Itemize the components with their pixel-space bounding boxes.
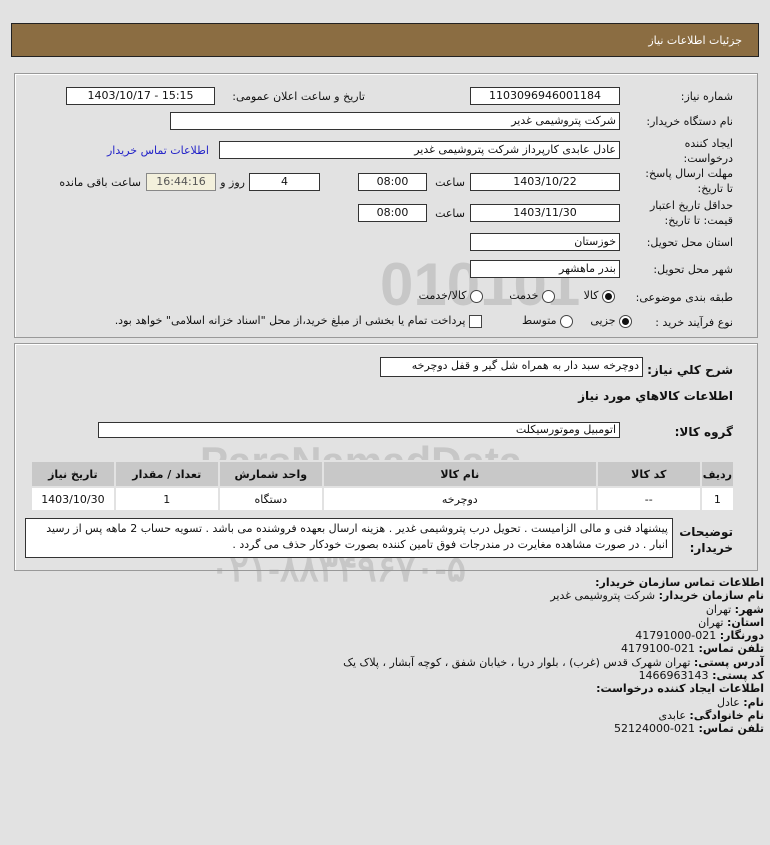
org-value: شرکت پتروشیمی غدیر [550,589,656,603]
postal-value: 1466963143 [638,669,709,683]
address-label: آدرس پستی: [693,655,764,669]
city-label: شهر: [734,602,764,616]
creator-field[interactable]: عادل عابدی کارپرداز شرکت پتروشیمی غدیر [219,141,620,159]
announce-label: تاریخ و ساعت اعلان عمومی: [232,90,365,103]
name-label: نام: [743,695,764,709]
checkbox-icon [469,314,482,328]
page-title: جزئیات اطلاعات نیاز [648,34,742,47]
page-header: جزئیات اطلاعات نیاز [11,23,759,57]
fax-value: 021-41791000 [635,629,717,643]
col-row: ردیف [699,460,736,488]
remaining-time-field: 16:44:16 [146,173,216,191]
buyer-contact-info: اطلاعات تماس سازمان خریدار: نام سازمان خ… [343,576,764,736]
name-value: عادل [716,695,740,709]
col-code: کد کالا [595,460,702,488]
notes-field: پیشنهاد فنی و مالی الزامیست . تحویل درب … [25,518,673,558]
org-label: نام سازمان خریدار: [658,589,764,603]
col-unit: واحد شمارش [217,460,324,488]
province-value: تهران [698,615,724,629]
cell-code: -- [595,486,702,512]
cell-qty: 1 [113,486,220,512]
process-radio-medium[interactable]: متوسط [522,314,573,328]
phone-value: 021-4179100 [621,642,696,656]
goods-table: ردیف کد کالا نام کالا واحد شمارش تعداد /… [30,460,736,512]
creator-label: ایجاد کننده [684,137,733,150]
col-date: تاریخ نیاز [30,460,116,488]
validity-time-field[interactable]: 08:00 [358,204,427,222]
col-name: نام کالا [321,460,598,488]
buyer-field[interactable]: شرکت پتروشیمی غدیر [170,112,620,130]
province-label: استان محل تحویل: [646,236,733,249]
creator-phone-label: تلفن تماس: [698,722,764,736]
validity-time-label: ساعت [435,207,465,220]
days-label: روز و [220,176,245,189]
deadline-label-2: تا تاریخ: [697,182,733,195]
announce-field[interactable]: 1403/10/17 - 15:15 [66,87,215,105]
radio-checked-icon [619,314,632,328]
process-label: نوع فرآیند خرید : [655,316,733,329]
fax-label: دورنگار: [719,629,764,643]
need-info-panel [14,73,758,338]
need-number-field[interactable]: 1103096946001184 [470,87,620,105]
contact-heading: اطلاعات تماس سازمان خریدار: [595,576,764,589]
category-label: طبقه بندی موضوعی: [635,291,733,304]
radio-checked-icon [602,289,615,303]
province-field[interactable]: خوزستان [470,233,620,251]
category-radio-service[interactable]: خدمت [509,289,555,303]
radio-icon [560,314,573,328]
validity-label: حداقل تاریخ اعتبار [649,199,733,212]
deadline-label: مهلت ارسال پاسخ: [645,167,733,180]
family-label: نام خانوادگی: [689,708,764,722]
province-label: استان: [727,615,764,629]
notes-label-2: خریدار: [689,541,733,555]
payment-checkbox[interactable]: پرداخت تمام یا بخشی از مبلغ خرید،از محل … [115,314,482,328]
deadline-date-field[interactable]: 1403/10/22 [470,173,620,191]
process-radio-minor[interactable]: جزیی [590,314,632,328]
postal-label: کد پستی: [712,669,764,683]
details-panel [14,343,758,571]
group-field: اتومبیل وموتورسیکلت [98,422,620,438]
validity-date-field[interactable]: 1403/11/30 [470,204,620,222]
buyer-contact-link[interactable]: اطلاعات تماس خریدار [107,144,209,157]
creator-heading: اطلاعات ایجاد کننده درخواست: [596,682,764,696]
summary-label: شرح کلي نیاز: [647,363,733,377]
goods-heading: اطلاعات کالاهاي مورد نیاز [578,389,733,403]
cell-date: 1403/10/30 [30,486,116,512]
group-label: گروه کالا: [674,425,733,439]
radio-icon [542,289,555,303]
category-radio-goods-service[interactable]: کالا/خدمت [419,289,483,303]
validity-label-2: قیمت: تا تاریخ: [664,214,733,227]
city-value: تهران [705,602,732,616]
cell-name: دوچرخه [321,486,598,512]
category-radio-goods[interactable]: کالا [584,289,615,303]
city-field[interactable]: بندر ماهشهر [470,260,620,278]
notes-label: توضیحات [679,525,733,539]
deadline-time-field[interactable]: 08:00 [358,173,427,191]
table-header-row: ردیف کد کالا نام کالا واحد شمارش تعداد /… [30,460,736,488]
radio-icon [470,289,483,303]
creator-label-2: درخواست: [683,152,733,165]
col-qty: تعداد / مقدار [113,460,220,488]
deadline-time-label: ساعت [435,176,465,189]
cell-row: 1 [699,486,736,512]
address-value: تهران شهرک قدس (غرب) ، بلوار دریا ، خیاب… [343,655,691,669]
creator-phone-value: 021-52124000 [614,722,696,736]
table-row: 1 -- دوچرخه دستگاه 1 1403/10/30 [30,486,736,512]
buyer-label: نام دستگاه خریدار: [646,115,733,128]
city-label: شهر محل تحویل: [653,263,733,276]
cell-unit: دستگاه [217,486,324,512]
need-number-label: شماره نیاز: [680,90,733,103]
phone-label: تلفن تماس: [698,642,764,656]
summary-field: دوچرخه سبد دار به همراه شل گیر و قفل دوچ… [380,357,643,377]
family-value: عابدی [658,708,686,722]
remaining-label: ساعت باقی مانده [59,176,141,189]
days-field[interactable]: 4 [249,173,320,191]
